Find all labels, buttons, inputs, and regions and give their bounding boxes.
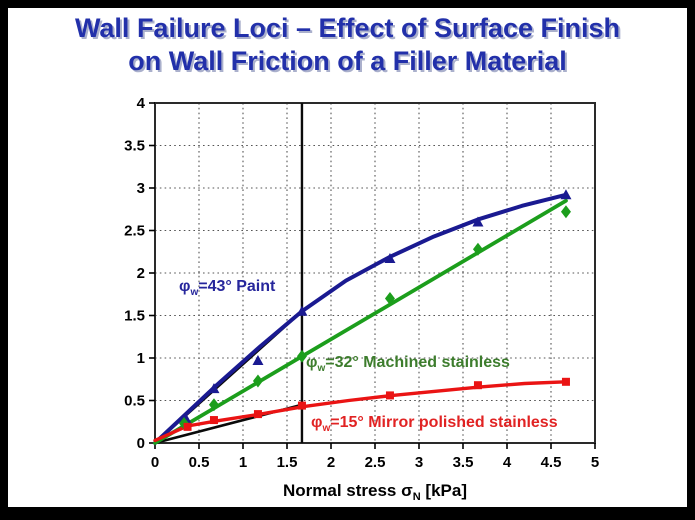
y-tick-label: 3.5 [124, 138, 145, 155]
data-point-machined-stainless [208, 398, 219, 412]
data-point-machined-stainless [252, 374, 263, 388]
data-point-mirror-polished-stainless [561, 377, 570, 386]
data-point-mirror-polished-stainless [183, 422, 192, 431]
series-label-paint: φw=43° Paint [179, 278, 275, 298]
y-tick-label: 2 [137, 265, 145, 282]
data-point-mirror-polished-stainless [253, 410, 262, 419]
x-tick-label: 4 [503, 454, 512, 471]
series-label-text: =15° Mirror polished stainless [330, 414, 558, 431]
x-tick-label: 1.5 [277, 454, 298, 471]
data-point-paint [296, 305, 308, 316]
page-title: Wall Failure Loci – Effect of Surface Fi… [12, 12, 683, 78]
phi-symbol: φ [179, 278, 191, 295]
y-tick-label: 1 [137, 350, 145, 367]
phi-subscript: w [317, 363, 326, 374]
phi-subscript: w [322, 423, 331, 434]
x-tick-label: 2 [327, 454, 335, 471]
x-axis-label-text: Normal stress [282, 481, 402, 500]
y-tick-label: 0 [137, 435, 145, 452]
x-tick-label: 1 [239, 454, 247, 471]
data-point-mirror-polished-stainless [473, 381, 482, 390]
y-tick-label: 0.5 [124, 393, 145, 410]
title-line-1: Wall Failure Loci – Effect of Surface Fi… [74, 13, 621, 43]
slide-background [8, 8, 687, 507]
phi-subscript: w [190, 287, 199, 298]
x-tick-label: 2.5 [365, 454, 386, 471]
y-tick-label: 1.5 [124, 308, 145, 325]
data-point-paint [252, 355, 264, 366]
data-point-mirror-polished-stainless [297, 401, 306, 410]
data-point-mirror-polished-stainless [385, 391, 394, 400]
x-tick-label: 0.5 [189, 454, 210, 471]
title-line-2: on Wall Friction of a Filler Material [128, 46, 567, 76]
data-point-machined-stainless [384, 292, 395, 305]
data-point-paint [208, 383, 220, 394]
phi-symbol: φ [306, 354, 318, 371]
y-tick-label: 3 [137, 180, 145, 197]
x-tick-label: 5 [591, 454, 599, 471]
data-point-paint [560, 189, 572, 200]
data-point-paint [384, 253, 396, 264]
y-tick-label: 4 [137, 95, 146, 112]
data-point-machined-stainless [560, 205, 571, 219]
x-tick-label: 3 [415, 454, 423, 471]
x-tick-label: 3.5 [453, 454, 474, 471]
series-label-mirror-polished-stainless: φw=15° Mirror polished stainless [311, 414, 558, 434]
data-point-machined-stainless [472, 242, 483, 256]
data-point-paint [472, 216, 484, 227]
sigma-subscript: N [412, 491, 421, 503]
series-label-machined-stainless: φw=32° Machined stainless [306, 354, 510, 374]
trend-line-machined-stainless [153, 198, 568, 445]
series-label-text: =43° Paint [198, 278, 276, 295]
x-axis-label-unit: [kPa] [420, 481, 467, 500]
sigma-symbol: σ [401, 481, 413, 500]
trend-line-paint [153, 192, 568, 445]
y-tick-label: 2.5 [124, 223, 145, 240]
phi-symbol: φ [311, 414, 323, 431]
x-tick-label: 0 [151, 454, 159, 471]
series-label-text: =32° Machined stainless [325, 354, 510, 371]
trend-line-mirror-polished-stainless [153, 380, 568, 443]
data-point-machined-stainless [296, 349, 307, 363]
data-point-mirror-polished-stainless [209, 416, 218, 425]
x-tick-label: 4.5 [541, 454, 562, 471]
x-axis-label: Normal stress σN [kPa] [155, 481, 595, 503]
